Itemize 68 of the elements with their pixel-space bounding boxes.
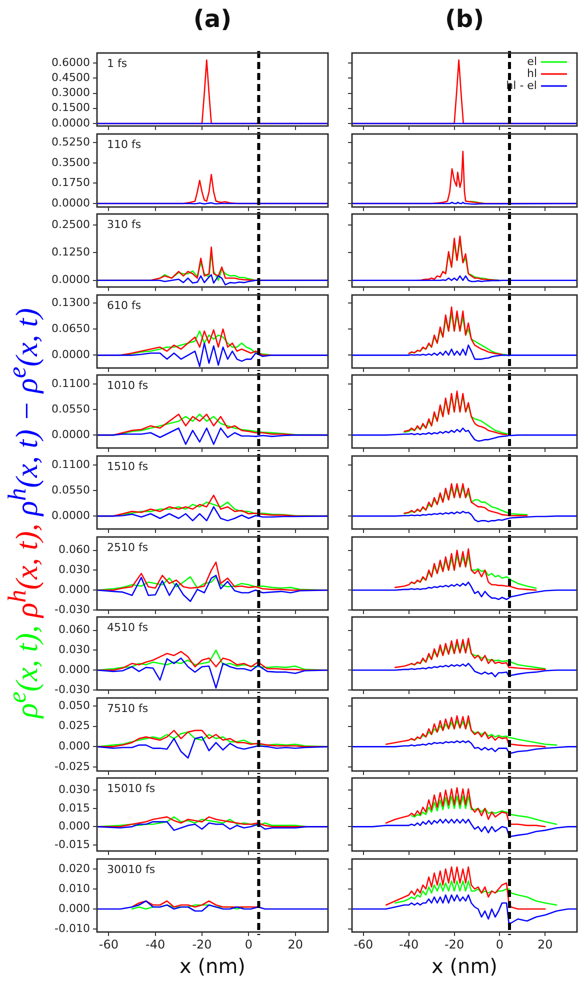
x-tick-label: -20 xyxy=(192,937,212,952)
y-tick-label: 0.3000 xyxy=(52,86,90,100)
annotation: 610 fs xyxy=(107,298,142,312)
y-tick-label: 0.1500 xyxy=(52,101,90,114)
y-tick-label: 0.000 xyxy=(58,663,90,676)
y-tick-label: -0.030 xyxy=(54,602,90,616)
x-tick-label: -60 xyxy=(98,937,118,952)
y-tick-label: 0.1750 xyxy=(52,176,90,189)
x-axis-title: x (nm) xyxy=(180,954,246,978)
chart-title: (b) xyxy=(444,5,486,33)
y-tick-label: -0.030 xyxy=(54,683,90,696)
x-tick-label: 20 xyxy=(288,937,303,952)
y-tick-label: 0.0000 xyxy=(52,116,90,130)
annotation: 2510 fs xyxy=(107,540,148,554)
x-axis-title: x (nm) xyxy=(432,954,498,978)
y-tick-label: 0.060 xyxy=(58,542,90,556)
y-tick-label: 0.0550 xyxy=(52,484,90,497)
y-tick-label: 0.0000 xyxy=(52,273,90,286)
y-tick-label: 0.015 xyxy=(58,802,90,815)
annotation: 1510 fs xyxy=(107,460,148,473)
annotation: 7510 fs xyxy=(107,702,148,715)
legend-label: hl xyxy=(526,66,537,80)
annotation: 110 fs xyxy=(107,137,142,150)
y-tick-label: 0.1300 xyxy=(52,296,90,309)
y-tick-label: 0.000 xyxy=(58,739,90,752)
y-tick-label: 0.1100 xyxy=(52,458,90,472)
y-tick-label: 0.050 xyxy=(58,698,90,712)
legend-label: el xyxy=(527,54,537,68)
annotation: 30010 fs xyxy=(107,862,156,876)
y-tick-label: 0.030 xyxy=(58,783,90,796)
y-tick-label: 0.6000 xyxy=(52,56,90,69)
chart-title: (a) xyxy=(192,5,233,33)
annotation: 15010 fs xyxy=(107,782,156,796)
y-tick-label: 0.020 xyxy=(58,862,90,875)
y-tick-label: 0.000 xyxy=(58,820,90,833)
y-tick-label: 0.3500 xyxy=(52,155,90,168)
y-tick-label: 0.0000 xyxy=(52,508,90,522)
x-tick-label: -60 xyxy=(354,937,374,952)
y-tick-label: 0.0000 xyxy=(52,196,90,209)
x-tick-label: 0 xyxy=(244,937,252,952)
x-tick-label: 0 xyxy=(496,937,504,952)
y-tick-label: 0.060 xyxy=(58,623,90,636)
annotation: 4510 fs xyxy=(107,621,148,634)
y-tick-label: 0.0000 xyxy=(52,428,90,442)
annotation: 1010 fs xyxy=(107,379,148,392)
y-tick-label: 0.5250 xyxy=(52,135,90,148)
y-tick-label: 0.000 xyxy=(58,902,90,915)
y-tick-label: 0.1250 xyxy=(52,246,90,259)
y-tick-label: 0.2500 xyxy=(52,218,90,232)
y-tick-label: -0.010 xyxy=(54,922,90,935)
y-tick-label: -0.015 xyxy=(54,838,90,852)
y-tick-label: 0.1100 xyxy=(52,377,90,390)
annotation: 310 fs xyxy=(107,218,142,232)
y-tick-label: 0.4500 xyxy=(52,71,90,84)
x-tick-label: -40 xyxy=(146,937,166,952)
y-tick-label: 0.030 xyxy=(58,562,90,576)
y-tick-label: 0.0000 xyxy=(52,348,90,361)
y-tick-label: 0.010 xyxy=(58,882,90,895)
x-tick-label: -40 xyxy=(399,937,419,952)
y-tick-label: 0.0550 xyxy=(52,402,90,416)
annotation: 1 fs xyxy=(107,56,128,70)
y-tick-label: 0.000 xyxy=(58,582,90,596)
y-tick-label: 0.030 xyxy=(58,643,90,656)
y-tick-label: 0.025 xyxy=(58,719,90,732)
x-tick-label: 20 xyxy=(538,937,553,952)
y-tick-label: 0.0650 xyxy=(52,322,90,335)
x-tick-label: -20 xyxy=(444,937,464,952)
y-tick-label: -0.025 xyxy=(54,760,90,773)
